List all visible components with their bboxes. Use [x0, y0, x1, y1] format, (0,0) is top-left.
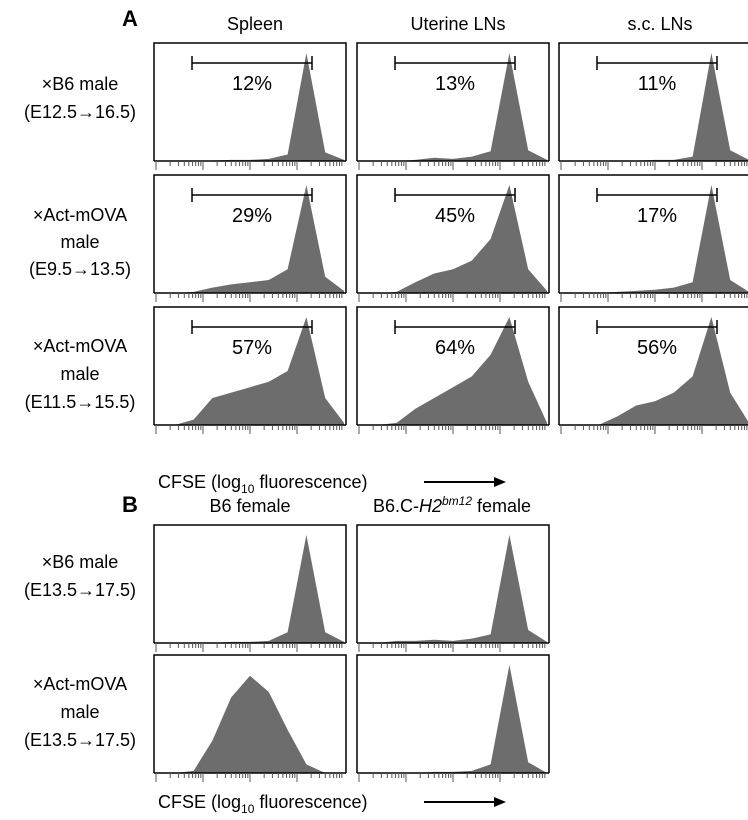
- histogram-area: [156, 53, 344, 161]
- histogram-panel: 29%: [153, 174, 347, 302]
- x-axis-arrow-b-head: [494, 797, 506, 807]
- row-label-a3-line3: (E11.5→15.5): [25, 392, 136, 412]
- col-header-b6-female: B6 female: [209, 496, 290, 516]
- row-label-b1-line2: (E13.5→17.5): [24, 580, 136, 600]
- row-label-b1-line1: ×B6 male: [42, 552, 119, 572]
- histogram-area: [561, 53, 748, 161]
- histogram-area: [359, 317, 547, 425]
- gate-percentage: 57%: [232, 337, 272, 359]
- histogram-area: [156, 535, 344, 643]
- gate-percentage: 45%: [435, 205, 475, 227]
- histogram-panel: 17%: [558, 174, 748, 302]
- histogram-panel: [153, 524, 347, 652]
- histogram-area: [156, 317, 344, 425]
- plot-frame: [356, 174, 550, 293]
- row-label-a2-line2: male: [60, 232, 99, 252]
- plot-frame: [153, 306, 347, 425]
- row-label-a3-line1: ×Act-mOVA: [33, 336, 127, 356]
- row-label-b2-line1: ×Act-mOVA: [33, 674, 127, 694]
- plot-frame: [356, 42, 550, 161]
- histogram-panel: 64%: [356, 306, 550, 434]
- gate-percentage: 56%: [637, 337, 677, 359]
- col-header-sc-lns: s.c. LNs: [627, 14, 692, 34]
- plot-frame: [153, 524, 347, 643]
- histogram-area: [561, 317, 748, 425]
- plot-frame: [153, 42, 347, 161]
- plot-frame: [356, 654, 550, 773]
- histogram-area: [156, 675, 344, 773]
- row-label-b2-line3: (E13.5→17.5): [24, 730, 136, 750]
- row-label-a2-line3: (E9.5→13.5): [29, 259, 131, 279]
- plot-frame: [153, 654, 347, 773]
- x-axis-arrow-a-head: [494, 477, 506, 487]
- plot-frame: [356, 306, 550, 425]
- col-header-uterine-lns: Uterine LNs: [410, 14, 505, 34]
- row-label-a3-line2: male: [60, 364, 99, 384]
- plot-frame: [558, 306, 748, 425]
- x-axis-label-b: CFSE (log10 fluorescence): [158, 792, 367, 815]
- histogram-panel: [356, 524, 550, 652]
- row-label-b2-line2: male: [60, 702, 99, 722]
- gate-percentage: 13%: [435, 73, 475, 95]
- plot-frame: [356, 524, 550, 643]
- row-label-a1-line2: (E12.5→16.5): [24, 102, 136, 122]
- x-axis-label-a: CFSE (log10 fluorescence): [158, 472, 367, 496]
- panel-letter-a: A: [122, 6, 138, 31]
- histogram-panel: [356, 654, 550, 782]
- histogram-panel: 56%: [558, 306, 748, 434]
- histogram-area: [156, 185, 344, 293]
- gate-percentage: 11%: [638, 73, 677, 95]
- plot-frame: [153, 174, 347, 293]
- col-header-bm12-female: B6.C-H2bm12 female: [373, 494, 531, 516]
- histogram-area: [359, 185, 547, 293]
- histogram-area: [359, 53, 547, 161]
- panel-letter-b: B: [122, 492, 138, 517]
- gate-percentage: 17%: [637, 205, 677, 227]
- row-label-a2-line1: ×Act-mOVA: [33, 205, 127, 225]
- histogram-panel: 57%: [153, 306, 347, 434]
- histogram-plots: 12% 13% 11% 29% 45% 17% 57% 64% 56%: [153, 42, 748, 782]
- gate-percentage: 64%: [435, 337, 475, 359]
- histogram-area: [359, 665, 547, 773]
- plot-frame: [558, 174, 748, 293]
- histogram-panel: 13%: [356, 42, 550, 170]
- gate-percentage: 12%: [232, 73, 272, 95]
- histogram-area: [359, 535, 547, 643]
- histogram-panel: 11%: [558, 42, 748, 170]
- histogram-area: [561, 185, 748, 293]
- histogram-panel: 12%: [153, 42, 347, 170]
- gate-percentage: 29%: [232, 205, 272, 227]
- col-header-spleen: Spleen: [227, 14, 283, 34]
- histogram-panel: [153, 654, 347, 782]
- plot-frame: [558, 42, 748, 161]
- row-label-a1-line1: ×B6 male: [42, 74, 119, 94]
- histogram-panel: 45%: [356, 174, 550, 302]
